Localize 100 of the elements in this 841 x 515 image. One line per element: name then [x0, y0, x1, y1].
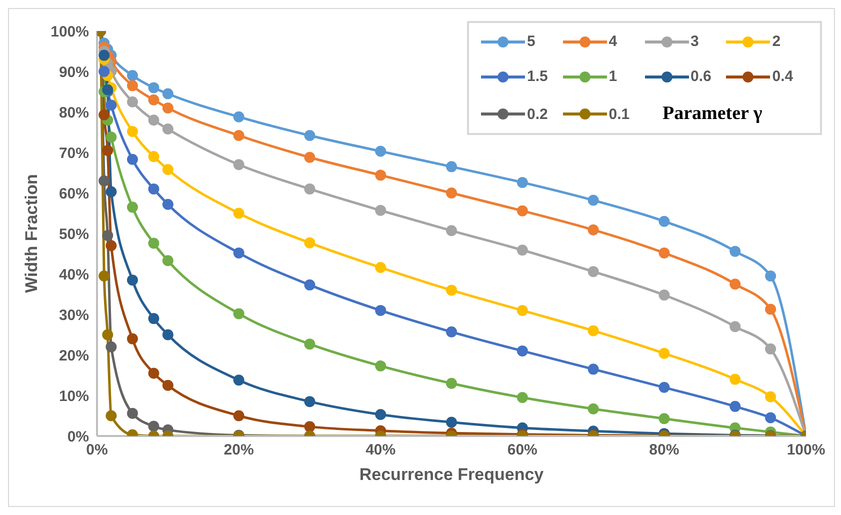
- point: [375, 204, 386, 216]
- point: [730, 278, 741, 290]
- point: [375, 409, 386, 420]
- point: [516, 345, 528, 356]
- point: [730, 400, 741, 412]
- point: [98, 50, 110, 61]
- point: [375, 304, 386, 316]
- point: [98, 270, 110, 282]
- point: [375, 360, 386, 372]
- point: [126, 126, 138, 137]
- point: [446, 416, 457, 428]
- point: [730, 374, 741, 385]
- point: [516, 244, 528, 256]
- point: [148, 114, 160, 126]
- point: [233, 208, 244, 219]
- point: [148, 313, 160, 324]
- legend-label: 1: [608, 68, 618, 85]
- point: [658, 216, 670, 227]
- x-tick-label: 60%: [507, 442, 538, 459]
- point: [233, 247, 244, 258]
- point: [106, 100, 117, 111]
- point: [588, 403, 599, 414]
- y-tick-label: 10%: [58, 388, 89, 405]
- point: [106, 341, 117, 352]
- y-tick-label: 60%: [58, 185, 89, 202]
- point: [446, 161, 457, 172]
- point: [98, 109, 110, 120]
- legend-label: 0.4: [772, 68, 794, 85]
- point: [106, 240, 117, 252]
- y-tick-label: 20%: [58, 347, 89, 364]
- point: [233, 410, 244, 422]
- point: [148, 183, 160, 194]
- point: [446, 225, 457, 236]
- point: [148, 238, 160, 249]
- legend-label: 3: [690, 33, 699, 50]
- point: [102, 144, 114, 156]
- x-tick-label: 0%: [86, 442, 108, 459]
- point: [446, 188, 457, 198]
- point: [162, 164, 174, 176]
- point: [102, 329, 114, 340]
- point: [233, 130, 244, 141]
- point: [765, 304, 776, 315]
- y-tick-label: 40%: [58, 266, 89, 284]
- point: [126, 96, 138, 108]
- point: [304, 338, 316, 350]
- legend-label: 0.1: [608, 106, 630, 122]
- point: [148, 82, 160, 94]
- point: [233, 308, 244, 320]
- point: [106, 186, 117, 198]
- x-tick-label: 20%: [224, 442, 254, 459]
- point: [588, 364, 599, 375]
- point: [162, 88, 174, 100]
- point: [516, 176, 528, 188]
- x-tick-label: 80%: [649, 442, 680, 459]
- y-tick-label: 80%: [58, 104, 89, 122]
- point: [126, 333, 138, 344]
- point: [304, 237, 316, 248]
- point: [148, 94, 160, 106]
- point: [516, 392, 528, 404]
- point: [304, 130, 316, 141]
- point: [730, 246, 741, 257]
- point: [162, 124, 174, 135]
- point: [304, 279, 316, 290]
- point: [162, 255, 174, 266]
- legend-label: 2: [772, 33, 781, 50]
- x-axis-title: Recurrence Frequency: [359, 465, 544, 484]
- y-tick-label: 70%: [58, 144, 89, 162]
- point: [162, 198, 174, 210]
- point: [126, 274, 138, 286]
- point: [375, 146, 386, 157]
- point: [375, 170, 386, 181]
- legend-label: 0.6: [690, 68, 712, 85]
- point: [658, 348, 670, 359]
- y-axis-title: Width Fraction: [22, 174, 42, 293]
- point: [446, 284, 457, 296]
- point: [765, 270, 776, 282]
- point: [233, 111, 244, 122]
- point: [730, 321, 741, 332]
- point: [588, 266, 599, 278]
- point: [162, 329, 174, 340]
- x-tick-label: 40%: [366, 442, 396, 459]
- point: [98, 66, 110, 77]
- y-tick-label: 50%: [58, 226, 89, 243]
- point: [516, 205, 528, 216]
- point: [126, 408, 138, 419]
- point: [304, 152, 316, 163]
- legend-label: 0.2: [527, 106, 548, 122]
- legend-label: 1.5: [527, 68, 548, 85]
- point: [304, 421, 316, 432]
- legend-title: Parameter γ: [662, 103, 764, 125]
- point: [588, 194, 599, 206]
- y-tick-label: 30%: [58, 306, 89, 324]
- point: [375, 262, 386, 274]
- point: [765, 343, 776, 354]
- point: [233, 374, 244, 386]
- legend-label: 4: [608, 33, 618, 50]
- point: [588, 224, 599, 236]
- point: [126, 202, 138, 213]
- point: [148, 368, 160, 379]
- point: [102, 230, 114, 242]
